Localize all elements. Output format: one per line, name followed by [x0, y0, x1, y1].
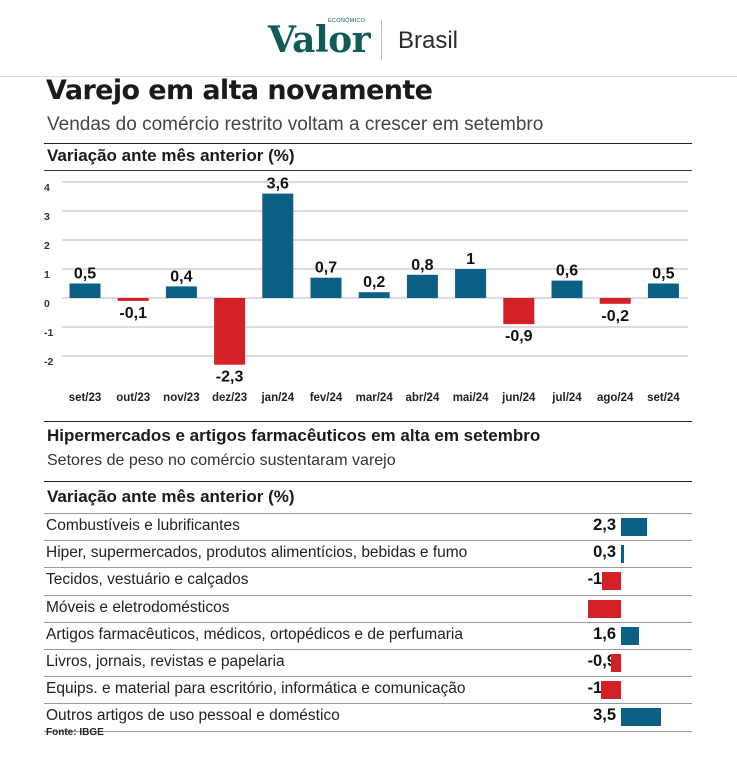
- x-tick-label: jul/24: [551, 392, 582, 404]
- data-label: 1: [466, 251, 475, 268]
- sector-label: Tecidos, vestuário e calçados: [46, 571, 249, 589]
- x-tick-label: jan/24: [260, 392, 294, 404]
- site-header: ECONÔMICO Valor Brasil: [0, 0, 737, 77]
- sector-row: Móveis e eletrodomésticos-2,9: [44, 594, 692, 622]
- x-tick-label: out/23: [116, 392, 150, 404]
- sector-value: -0,9: [587, 651, 616, 670]
- data-label: 0,2: [363, 274, 385, 291]
- x-tick-label: dez/23: [212, 392, 247, 404]
- x-tick-label: ago/24: [597, 392, 634, 404]
- y-tick-label: -2: [44, 356, 53, 368]
- sector-label: Móveis e eletrodomésticos: [46, 598, 230, 616]
- sector-row: Hiper, supermercados, produtos alimentíc…: [44, 540, 692, 567]
- sector-row: Tecidos, vestuário e calçados-1,7: [44, 567, 692, 594]
- bar-ago-24: [599, 298, 631, 304]
- chart2-label: Variação ante mês anterior (%): [47, 487, 295, 506]
- y-tick-label: 3: [44, 211, 50, 223]
- sector-label: Combustíveis e lubrificantes: [46, 517, 240, 534]
- data-label: 0,8: [411, 257, 433, 274]
- x-tick-label: mar/24: [356, 392, 394, 404]
- bar-mar-24: [358, 292, 390, 298]
- y-tick-label: -1: [44, 327, 53, 339]
- sector-row: Combustíveis e lubrificantes 2,3: [44, 513, 692, 540]
- data-label: -0,1: [119, 305, 147, 322]
- header-divider: [381, 20, 382, 60]
- bar-set-23: [69, 283, 101, 298]
- bar-out-23: [117, 298, 149, 301]
- data-label: 0,5: [74, 266, 96, 283]
- bar-jul-24: [551, 280, 583, 298]
- x-tick-label: set/23: [69, 392, 102, 404]
- sector-label: Hiper, supermercados, produtos alimentíc…: [46, 544, 468, 562]
- x-tick-label: fev/24: [310, 392, 343, 404]
- divider: [44, 421, 692, 422]
- data-label: 0,7: [315, 260, 337, 277]
- sector-bar: [600, 681, 621, 700]
- bar-dez-23: [214, 298, 246, 365]
- data-label: 3,6: [267, 176, 289, 193]
- bar-abr-24: [406, 274, 438, 298]
- y-tick-label: 1: [44, 269, 50, 281]
- sector-bar: [621, 626, 640, 645]
- divider: [44, 481, 692, 482]
- chart1-label: Variação ante mês anterior (%): [47, 146, 295, 165]
- logo-wordmark: Valor: [268, 19, 371, 61]
- sector-row: Outros artigos de uso pessoal e doméstic…: [44, 703, 692, 732]
- data-label: -0,9: [505, 328, 533, 345]
- sector-bar: [610, 653, 621, 672]
- chart-subtitle: Vendas do comércio restrito voltam a cre…: [47, 114, 544, 135]
- data-label: -0,2: [601, 308, 629, 325]
- data-label: 0,4: [170, 268, 192, 285]
- sector-value: 1,6: [593, 624, 616, 643]
- section2-subtitle: Setores de peso no comércio sustentaram …: [47, 452, 396, 469]
- x-tick-label: mai/24: [453, 392, 489, 404]
- sector-label: Livros, jornais, revistas e papelaria: [46, 652, 285, 670]
- sector-row: Artigos farmacêuticos, médicos, ortopédi…: [44, 621, 692, 649]
- section2-title: Hipermercados e artigos farmacêuticos em…: [47, 426, 541, 445]
- monthly-bar-chart: 4 3 2 1 0 -1 -2 0,5 set/23 -0,1 out/23 0,4 nov/23 -2,…: [44, 176, 688, 404]
- x-tick-label: abr/24: [405, 392, 439, 404]
- x-tick-label: set/24: [647, 392, 680, 404]
- sector-label: Artigos farmacêuticos, médicos, ortopédi…: [46, 625, 463, 643]
- y-tick-label: 4: [44, 182, 50, 194]
- chart-title: Varejo em alta novamente: [46, 75, 433, 106]
- x-tick-label: nov/23: [163, 392, 199, 404]
- bar-mai-24: [455, 269, 487, 298]
- bar-set-24: [647, 283, 679, 298]
- source-note: Fonte: IBGE: [46, 727, 104, 738]
- sector-bar: [621, 708, 661, 727]
- x-tick-label: jun/24: [501, 392, 536, 404]
- sector-table: Combustíveis e lubrificantes 2,3 Hiper, su…: [44, 513, 692, 732]
- logo-subtitle: ECONÔMICO: [328, 18, 366, 24]
- y-tick-label: 0: [44, 298, 50, 310]
- sector-bar: [621, 518, 647, 536]
- sector-bar: [588, 599, 621, 618]
- sector-label: Equips. e material para escritório, info…: [46, 680, 466, 698]
- sector-row: Livros, jornais, revistas e papelaria -0,…: [44, 648, 692, 676]
- sector-value: 0,3: [593, 543, 616, 562]
- y-tick-label: 2: [44, 240, 50, 252]
- data-label: 0,5: [652, 266, 674, 283]
- sector-value: 3,5: [593, 706, 616, 725]
- data-label: -2,3: [216, 369, 244, 386]
- divider: [44, 143, 692, 144]
- divider: [44, 170, 692, 171]
- section-name[interactable]: Brasil: [398, 27, 459, 54]
- bar-jun-24: [503, 298, 535, 325]
- sector-bar: [621, 545, 625, 564]
- sector-value: 2,3: [593, 516, 616, 534]
- bar-nov-23: [165, 286, 197, 298]
- sector-label: Outros artigos de uso pessoal e doméstic…: [46, 707, 340, 725]
- sector-bar: [601, 572, 621, 591]
- sector-row: Equips. e material para escritório, info…: [44, 676, 692, 703]
- bar-fev-24: [310, 277, 342, 298]
- bar-jan-24: [262, 193, 294, 298]
- data-label: 0,6: [556, 263, 578, 280]
